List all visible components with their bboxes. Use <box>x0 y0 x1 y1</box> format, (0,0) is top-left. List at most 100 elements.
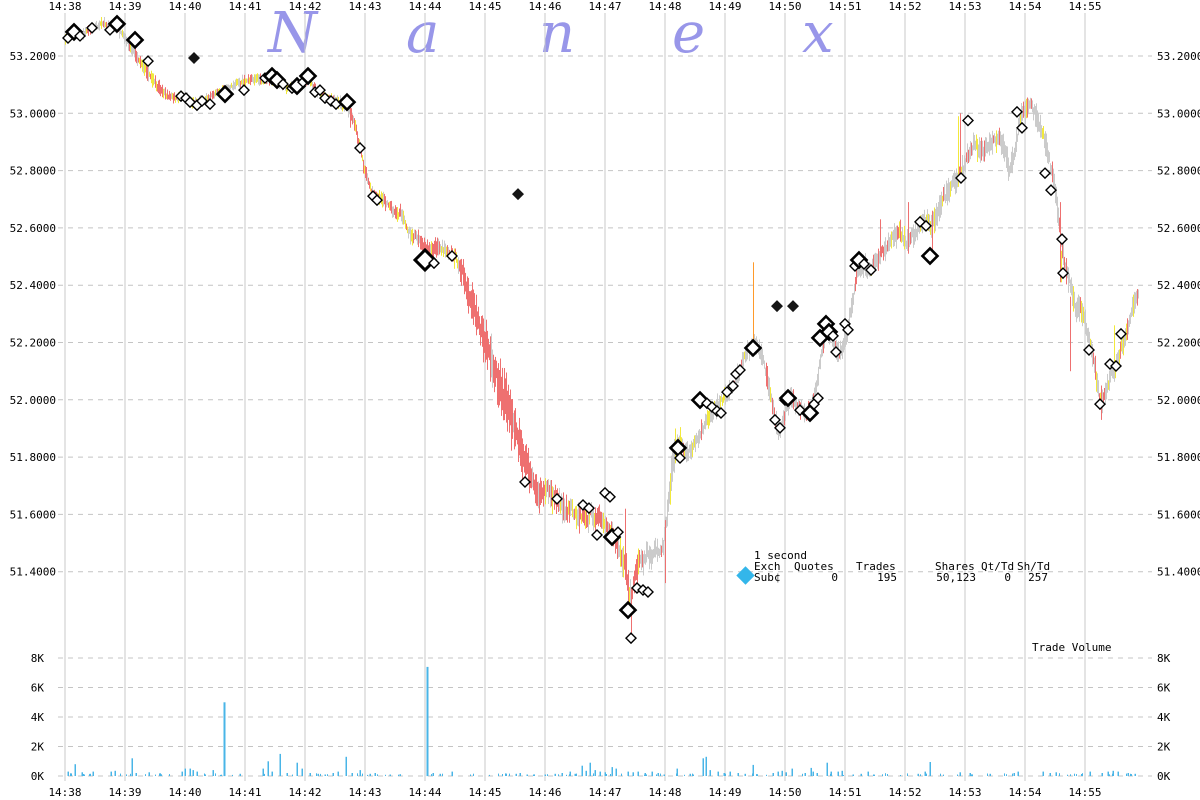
volume-tick-label: 2K <box>31 741 45 754</box>
time-label: 14:42 <box>288 786 321 799</box>
filled-trade-diamond-marker <box>188 52 200 65</box>
trade-diamond-marker <box>778 388 798 408</box>
volume-tick-label: 8K <box>31 652 45 665</box>
trade-diamond-marker <box>865 264 877 277</box>
price-tick-label: 52.6000 <box>10 222 56 235</box>
time-label: 14:43 <box>348 786 381 799</box>
volume-tick-label: 4K <box>1157 711 1171 724</box>
price-tick-label: 51.6000 <box>10 508 56 521</box>
time-label: 14:46 <box>528 0 561 13</box>
trade-diamond-marker <box>1115 327 1127 340</box>
trade-diamond-marker <box>277 78 289 91</box>
trade-diamond-marker <box>1039 167 1051 180</box>
trade-markers <box>62 14 1127 645</box>
price-tick-label: 52.0000 <box>1157 394 1200 407</box>
time-label: 14:38 <box>48 786 81 799</box>
time-label: 14:53 <box>948 0 981 13</box>
time-label: 14:51 <box>828 786 861 799</box>
trade-diamond-marker <box>125 30 145 50</box>
trade-diamond-marker <box>1045 184 1057 197</box>
time-label: 14:51 <box>828 0 861 13</box>
trade-diamond-marker <box>604 490 616 503</box>
trade-diamond-marker <box>830 345 842 358</box>
trade-diamond-marker <box>727 380 739 393</box>
time-label: 14:44 <box>408 786 441 799</box>
watermark-letter: e <box>672 1 706 66</box>
time-label: 14:41 <box>228 0 261 13</box>
price-axis-labels-left: 53.2000 53.0000 52.8000 52.6000 52.4000 52.20… <box>10 50 56 579</box>
trade-diamond-marker <box>371 194 383 207</box>
time-label: 14:45 <box>468 0 501 13</box>
grid-lines <box>58 13 1152 781</box>
trade-diamond-marker <box>920 246 940 266</box>
trade-diamond-marker <box>551 492 563 505</box>
price-tick-label: 52.4000 <box>1157 279 1200 292</box>
price-tick-label: 51.4000 <box>10 566 56 579</box>
trade-diamond-marker <box>583 502 595 515</box>
trade-diamond-marker <box>1016 121 1028 134</box>
trade-diamond-marker <box>674 451 686 464</box>
trade-diamond-marker <box>238 84 250 97</box>
price-tick-label: 53.2000 <box>1157 50 1200 63</box>
price-series-bars <box>65 17 1139 607</box>
time-label: 14:47 <box>588 786 621 799</box>
time-label: 14:47 <box>588 0 621 13</box>
price-tick-label: 52.4000 <box>10 279 56 292</box>
price-tick-label: 52.6000 <box>1157 222 1200 235</box>
time-label: 14:55 <box>1068 0 1101 13</box>
time-label: 14:53 <box>948 786 981 799</box>
filled-trade-diamond-marker <box>512 188 524 201</box>
trade-diamond-marker <box>337 92 357 112</box>
filled-trade-diamond-marker <box>787 300 799 313</box>
trade-diamond-marker <box>142 55 154 68</box>
watermark-letter: x <box>802 1 834 66</box>
trade-diamond-marker <box>769 413 781 426</box>
trade-diamond-marker <box>827 329 839 342</box>
volume-tick-label: 6K <box>31 682 45 695</box>
trade-diamond-marker <box>734 364 746 376</box>
price-tick-label: 51.4000 <box>1157 566 1200 579</box>
trade-diamond-marker <box>955 172 967 185</box>
time-label: 14:49 <box>708 786 741 799</box>
trade-diamond-marker <box>314 84 326 97</box>
volume-axis-labels-right: 8K 6K 4K 2K 0K <box>1157 652 1171 783</box>
price-tick-label: 53.0000 <box>1157 107 1200 120</box>
price-tick-label: 51.8000 <box>10 451 56 464</box>
price-tick-label: 52.2000 <box>1157 337 1200 350</box>
watermark-letter: N <box>268 1 317 66</box>
time-label: 14:52 <box>888 0 921 13</box>
time-label: 14:40 <box>168 0 201 13</box>
trade-diamond-marker <box>591 529 603 542</box>
trade-diamond-marker <box>446 249 458 262</box>
price-tick-label: 52.8000 <box>10 165 56 178</box>
trade-diamond-marker <box>215 84 235 104</box>
trade-diamond-marker <box>819 322 839 342</box>
volume-tick-label: 0K <box>31 770 45 783</box>
trade-diamond-marker <box>519 476 531 489</box>
trade-diamond-marker <box>858 258 870 270</box>
trade-diamond-marker <box>86 21 98 34</box>
volume-tick-label: 6K <box>1157 682 1171 695</box>
trade-diamond-marker <box>774 421 786 434</box>
trade-diamond-marker <box>107 14 127 34</box>
time-label: 14:52 <box>888 786 921 799</box>
volume-tick-label: 2K <box>1157 741 1171 754</box>
time-label: 14:44 <box>408 0 441 13</box>
trade-diamond-marker <box>204 98 216 111</box>
time-label: 14:54 <box>1008 0 1041 13</box>
trade-diamond-marker <box>1083 343 1095 356</box>
volume-tick-label: 8K <box>1157 652 1171 665</box>
time-label: 14:54 <box>1008 786 1041 799</box>
trade-diamond-marker <box>842 323 854 336</box>
price-tick-label: 53.2000 <box>10 50 56 63</box>
trade-diamond-marker <box>625 632 637 645</box>
trade-diamond-marker <box>721 386 733 399</box>
time-label: 14:42 <box>288 0 321 13</box>
trade-diamond-marker <box>642 586 654 599</box>
time-axis-labels-top: 14:38 14:39 14:40 14:41 14:42 14:43 14:44 14:45… <box>48 0 1101 13</box>
time-label: 14:48 <box>648 786 681 799</box>
price-tick-label: 51.6000 <box>1157 508 1200 521</box>
price-tick-label: 52.0000 <box>10 394 56 407</box>
time-label: 14:40 <box>168 786 201 799</box>
